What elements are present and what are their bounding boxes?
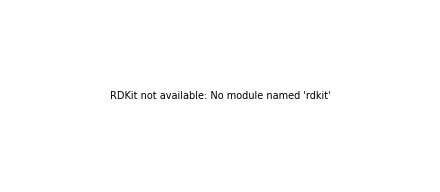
Text: RDKit not available: No module named 'rdkit': RDKit not available: No module named 'rd… xyxy=(110,91,330,101)
